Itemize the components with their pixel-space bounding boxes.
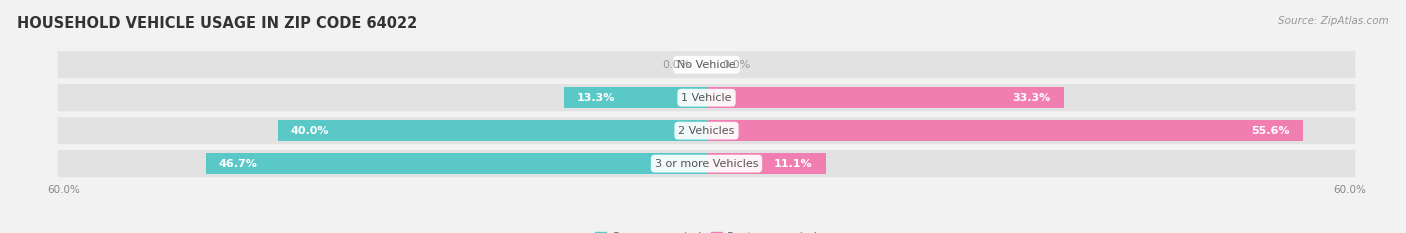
Text: 11.1%: 11.1% <box>775 159 813 169</box>
FancyBboxPatch shape <box>58 51 1355 78</box>
FancyBboxPatch shape <box>58 117 1355 144</box>
Legend: Owner-occupied, Renter-occupied: Owner-occupied, Renter-occupied <box>591 227 823 233</box>
Bar <box>707 153 825 174</box>
FancyBboxPatch shape <box>58 84 1355 111</box>
Text: 13.3%: 13.3% <box>576 93 616 103</box>
Text: 3 or more Vehicles: 3 or more Vehicles <box>655 159 758 169</box>
Text: Source: ZipAtlas.com: Source: ZipAtlas.com <box>1278 16 1389 26</box>
Bar <box>707 87 1063 108</box>
Text: 0.0%: 0.0% <box>662 60 690 70</box>
Text: 0.0%: 0.0% <box>723 60 751 70</box>
Text: No Vehicle: No Vehicle <box>678 60 735 70</box>
Bar <box>277 120 707 141</box>
Text: 46.7%: 46.7% <box>219 159 257 169</box>
Bar <box>564 87 707 108</box>
Bar <box>707 120 1302 141</box>
FancyBboxPatch shape <box>58 150 1355 177</box>
Text: 2 Vehicles: 2 Vehicles <box>678 126 735 136</box>
Text: 1 Vehicle: 1 Vehicle <box>682 93 731 103</box>
Text: HOUSEHOLD VEHICLE USAGE IN ZIP CODE 64022: HOUSEHOLD VEHICLE USAGE IN ZIP CODE 6402… <box>17 16 418 31</box>
Text: 55.6%: 55.6% <box>1251 126 1289 136</box>
Text: 40.0%: 40.0% <box>291 126 329 136</box>
Bar <box>205 153 707 174</box>
Text: 33.3%: 33.3% <box>1012 93 1050 103</box>
